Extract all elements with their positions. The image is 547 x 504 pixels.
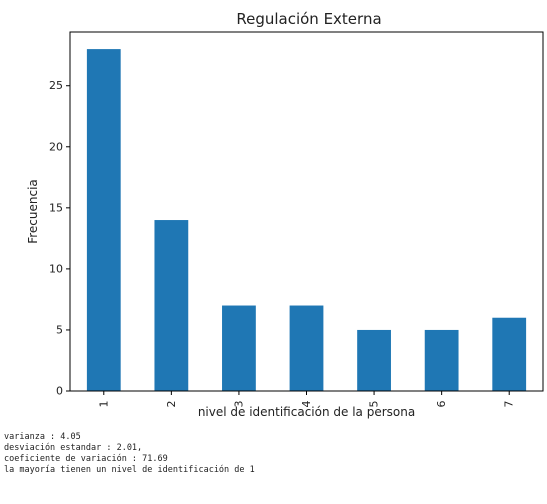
x-tick-label: 4: [300, 401, 313, 408]
y-tick-label: 10: [49, 262, 63, 275]
x-tick-label: 7: [503, 401, 516, 408]
x-tick-label: 6: [435, 401, 448, 408]
x-tick-label: 2: [165, 401, 178, 408]
console-output: varianza : 4.05 desviación estandar : 2.…: [4, 432, 255, 476]
x-tick-label: 3: [232, 401, 245, 408]
y-tick-label: 15: [49, 201, 63, 214]
y-axis-label: Frecuencia: [26, 179, 40, 244]
x-axis-label: nivel de identificación de la persona: [198, 405, 415, 419]
bar-7: [492, 317, 527, 391]
x-axis-ticks: 1 2 3 4 5 6 7: [97, 391, 516, 408]
y-axis-ticks: 0 5 10 15 20 25: [49, 79, 70, 398]
chart-title: Regulación Externa: [236, 10, 381, 28]
y-tick-label: 25: [49, 79, 63, 92]
bar-2: [154, 220, 189, 391]
bar-5: [357, 329, 391, 391]
bar-6: [424, 329, 459, 391]
x-tick-label: 5: [368, 401, 381, 408]
variance-line: varianza : 4.05: [4, 432, 81, 442]
y-tick-label: 5: [56, 323, 63, 336]
plot-frame: [69, 31, 544, 392]
conclusion-line: la mayoría tienen un nivel de identifica…: [4, 465, 255, 475]
y-tick-label: 20: [49, 140, 63, 153]
bar-3: [222, 305, 256, 391]
bar-4: [289, 305, 324, 391]
bar-1: [86, 49, 121, 391]
x-tick-label: 1: [97, 401, 110, 408]
std-dev-line: desviación estandar : 2.01,: [4, 443, 143, 453]
y-tick-label: 0: [56, 385, 63, 398]
coef-variation-line: coeficiente de variación : 71.69: [4, 454, 168, 464]
bar-chart: Regulación Externa 0 5 10 15 20 25 1 2 3 4 5 6 7 Fr…: [26, 10, 544, 419]
bars-group: [86, 49, 527, 391]
